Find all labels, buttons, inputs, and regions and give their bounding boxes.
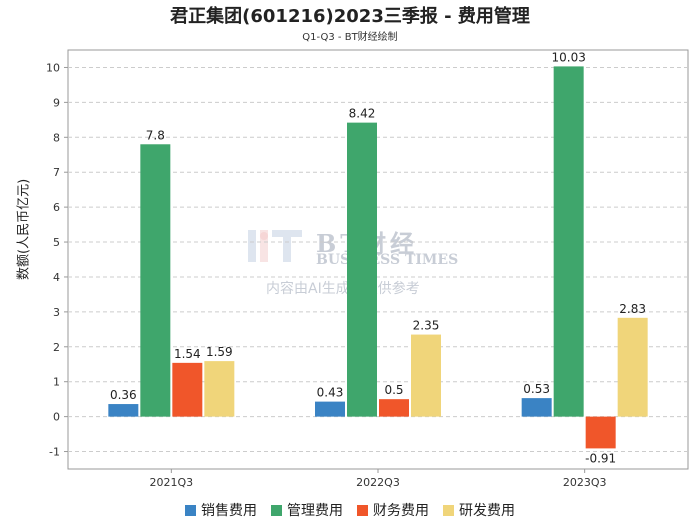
bar [521,398,552,417]
legend: 销售费用 管理费用 财务费用 研发费用 [0,500,700,520]
bar [411,334,441,417]
y-tick-label: 6 [53,201,60,214]
legend-label: 销售费用 [201,503,257,519]
bar [204,361,235,417]
y-tick-label: 10 [46,61,60,74]
bar [140,144,171,417]
y-tick-label: 2 [53,341,60,354]
y-tick-label: 0 [53,411,60,424]
y-tick-label: 9 [53,96,60,109]
data-label: 1.54 [174,347,201,361]
x-tick-label: 2022Q3 [356,476,400,489]
data-label: -0.91 [585,451,616,465]
legend-item: 研发费用 [443,500,515,520]
data-label: 2.83 [619,302,646,316]
legend-label: 财务费用 [373,503,429,519]
data-label: 0.43 [317,386,344,400]
y-tick-label: 4 [53,271,60,284]
data-label: 0.36 [110,388,137,402]
data-label: 7.8 [146,128,165,142]
data-label: 2.35 [413,319,440,333]
legend-swatch [443,504,454,516]
legend-swatch [357,504,368,516]
bar [617,317,648,417]
data-label: 0.53 [523,382,550,396]
data-label: 10.03 [551,50,585,64]
bar [347,122,377,417]
data-label: 1.59 [206,345,233,359]
legend-label: 研发费用 [459,503,515,519]
y-tick-label: 1 [53,376,60,389]
data-label: 0.5 [384,383,403,397]
bar [379,399,409,417]
x-tick-label: 2023Q3 [563,476,607,489]
y-tick-label: 7 [53,166,60,179]
data-label: 8.42 [349,107,376,121]
bar [585,416,616,449]
chart-title: 君正集团(601216)2023三季报 - 费用管理 [170,6,530,27]
bar [172,362,203,417]
y-tick-label: 5 [53,236,60,249]
bar [315,401,345,417]
chart-subtitle: Q1-Q3 - BT财经绘制 [302,32,398,43]
legend-label: 管理费用 [287,503,343,519]
legend-swatch [271,504,282,516]
legend-item: 管理费用 [271,500,343,520]
bar [553,66,584,417]
bar [108,404,139,417]
legend-item: 财务费用 [357,500,429,520]
y-tick-label: -1 [49,446,60,459]
legend-item: 销售费用 [185,500,257,520]
x-tick-label: 2021Q3 [150,476,194,489]
legend-swatch [185,504,196,516]
y-tick-label: 3 [53,306,60,319]
y-tick-label: 8 [53,131,60,144]
